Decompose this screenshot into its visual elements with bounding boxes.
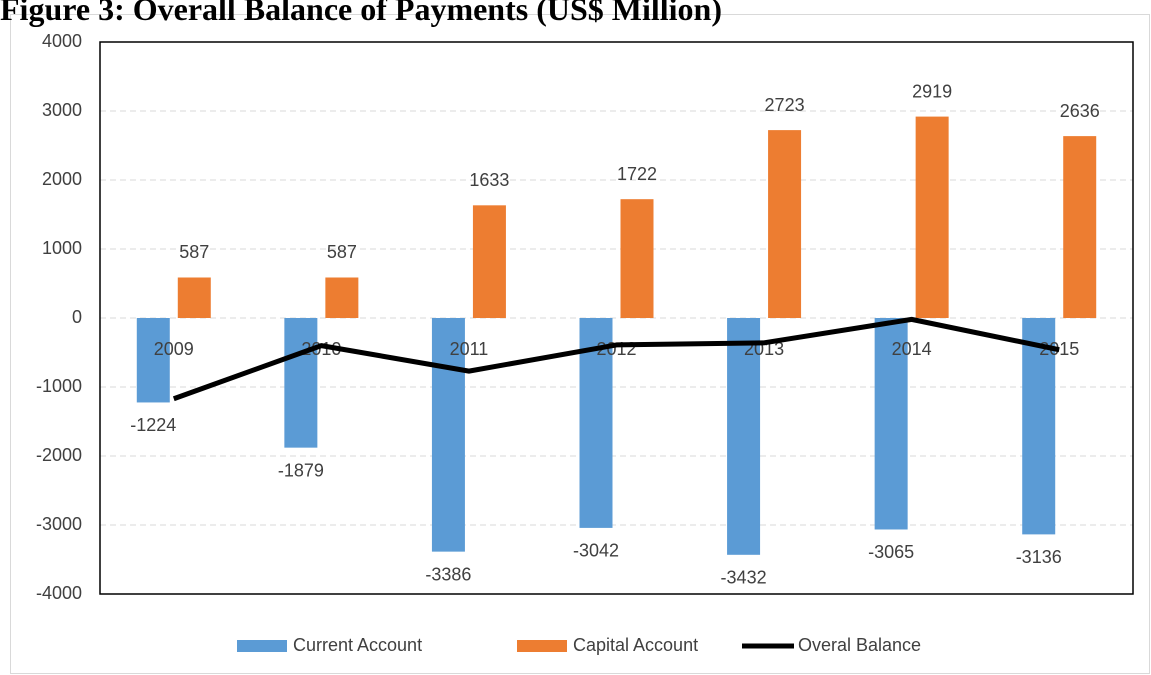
data-label: -3432 bbox=[721, 568, 767, 588]
data-label: 587 bbox=[179, 242, 209, 262]
y-tick-label: 3000 bbox=[42, 100, 82, 120]
x-tick-label: 2010 bbox=[301, 339, 341, 359]
data-label: 2636 bbox=[1060, 101, 1100, 121]
data-label: 2723 bbox=[765, 95, 805, 115]
y-tick-label: 1000 bbox=[42, 238, 82, 258]
y-tick-label: 4000 bbox=[42, 31, 82, 51]
data-label: 1722 bbox=[617, 164, 657, 184]
bar bbox=[472, 205, 506, 318]
y-tick-label: -2000 bbox=[36, 445, 82, 465]
bar bbox=[1063, 136, 1097, 318]
chart-title: Figure 3: Overall Balance of Payments (U… bbox=[0, 0, 722, 27]
y-tick-label: -4000 bbox=[36, 583, 82, 603]
data-label: -3386 bbox=[425, 564, 471, 584]
data-label: 1633 bbox=[469, 170, 509, 190]
legend-label: Overal Balance bbox=[798, 635, 921, 655]
data-label: -3065 bbox=[868, 542, 914, 562]
bar bbox=[620, 199, 654, 318]
data-label: -3042 bbox=[573, 541, 619, 561]
legend-swatch bbox=[237, 640, 287, 652]
bar bbox=[284, 318, 318, 448]
data-label: 2919 bbox=[912, 81, 952, 101]
bar bbox=[1022, 318, 1056, 535]
legend-label: Current Account bbox=[293, 635, 422, 655]
bar bbox=[325, 277, 359, 318]
plot-area bbox=[99, 41, 1134, 595]
bar bbox=[874, 318, 908, 530]
x-tick-label: 2011 bbox=[450, 339, 489, 359]
line bbox=[172, 316, 1060, 402]
legend-label: Capital Account bbox=[573, 635, 698, 655]
y-tick-label: 0 bbox=[72, 307, 82, 327]
data-label: -3136 bbox=[1016, 547, 1062, 567]
y-tick-label: 2000 bbox=[42, 169, 82, 189]
x-tick-label: 2014 bbox=[892, 339, 932, 359]
bar bbox=[136, 318, 170, 403]
x-tick-label: 2009 bbox=[154, 339, 194, 359]
bar bbox=[431, 318, 465, 552]
bar bbox=[915, 116, 949, 319]
y-tick-label: -1000 bbox=[36, 376, 82, 396]
bar bbox=[727, 318, 761, 555]
bar bbox=[177, 277, 211, 318]
legend-swatch bbox=[517, 640, 567, 652]
data-label: 587 bbox=[327, 242, 357, 262]
data-label: -1224 bbox=[130, 415, 176, 435]
y-tick-label: -3000 bbox=[36, 514, 82, 534]
bar bbox=[768, 130, 802, 318]
data-label: -1879 bbox=[278, 460, 324, 480]
